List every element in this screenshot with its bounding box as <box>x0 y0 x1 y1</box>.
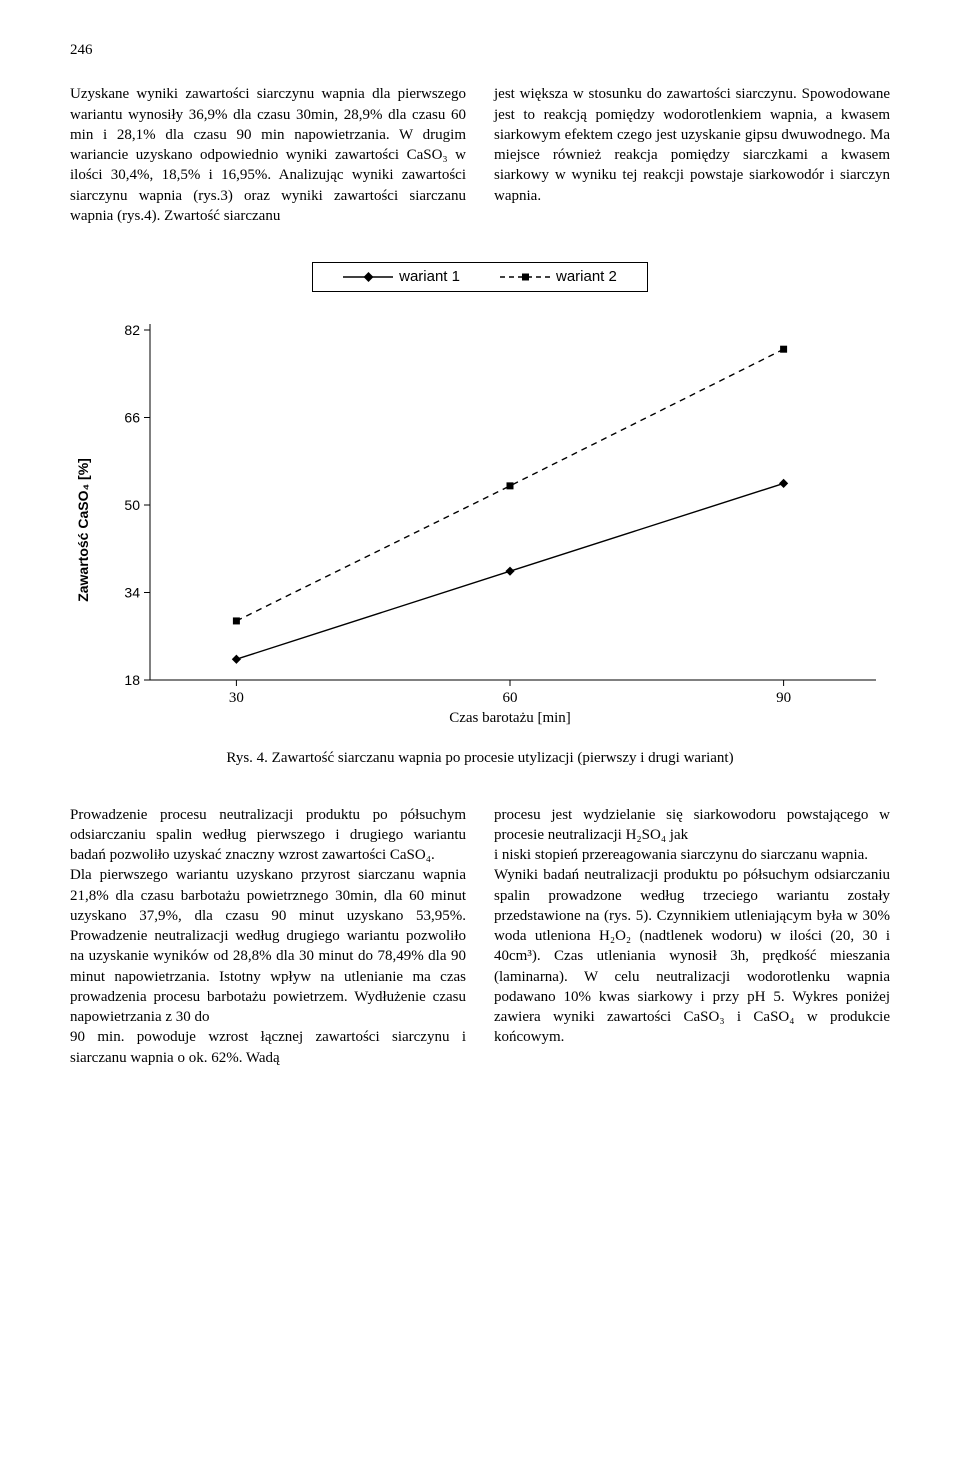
y-ticks: 18 34 50 66 82 <box>124 322 150 688</box>
svg-text:90: 90 <box>776 690 791 706</box>
top-paragraph-columns: Uzyskane wyniki zawartości siarczynu wap… <box>70 84 890 226</box>
top-right-paragraph: jest większa w stosunku do zawartości si… <box>494 84 890 226</box>
svg-text:30: 30 <box>229 690 244 706</box>
svg-text:60: 60 <box>503 690 518 706</box>
svg-text:50: 50 <box>124 497 140 513</box>
x-axis-label: Czas barotażu [min] <box>449 710 571 726</box>
y-axis-label: Zawartość CaSO₄ [%] <box>75 458 91 602</box>
legend-item-series1: wariant 1 <box>343 267 460 287</box>
bottom-paragraph-columns: Prowadzenie procesu neutralizacji produk… <box>70 805 890 1068</box>
series-1 <box>232 479 788 664</box>
svg-text:66: 66 <box>124 410 140 426</box>
bottom-right-paragraph: procesu jest wydzielanie się siarkowodor… <box>494 805 890 1068</box>
chart-legend: wariant 1 wariant 2 <box>312 262 648 292</box>
chart-axes <box>150 324 876 680</box>
legend-label-series2: wariant 2 <box>556 267 617 287</box>
chart-svg: Zawartość CaSO₄ [%] 18 34 50 66 82 30 60 90 Cz… <box>70 310 890 730</box>
legend-marker-series2 <box>500 271 550 283</box>
top-left-paragraph: Uzyskane wyniki zawartości siarczynu wap… <box>70 84 466 226</box>
page-number: 246 <box>70 40 890 60</box>
svg-text:18: 18 <box>124 672 140 688</box>
figure-caption: Rys. 4. Zawartość siarczanu wapnia po pr… <box>70 748 890 768</box>
x-ticks: 30 60 90 <box>229 680 791 706</box>
svg-text:34: 34 <box>124 585 140 601</box>
legend-marker-series1 <box>343 271 393 283</box>
legend-label-series1: wariant 1 <box>399 267 460 287</box>
series-2 <box>233 346 787 625</box>
svg-text:82: 82 <box>124 322 140 338</box>
chart-container: wariant 1 wariant 2 Zawartość CaSO₄ [%] … <box>70 262 890 730</box>
legend-item-series2: wariant 2 <box>500 267 617 287</box>
bottom-left-paragraph: Prowadzenie procesu neutralizacji produk… <box>70 805 466 1068</box>
